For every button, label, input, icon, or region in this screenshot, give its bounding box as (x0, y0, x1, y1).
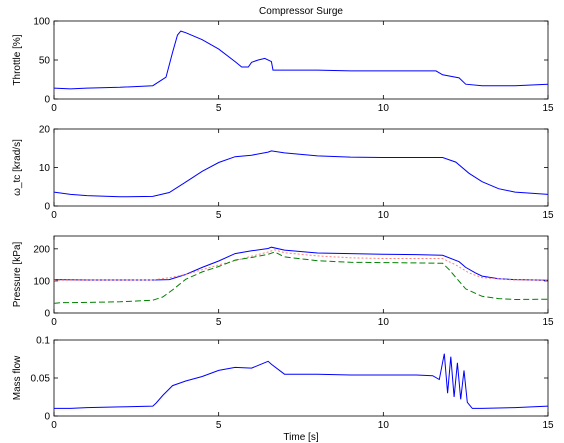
series-line-3 (54, 251, 548, 304)
y-tick-label: 0 (44, 309, 50, 320)
x-tick-label: 5 (216, 103, 222, 114)
x-tick-label: 5 (216, 317, 222, 328)
plot-area (53, 235, 549, 314)
y-tick-label: 10 (39, 163, 51, 174)
series-line-1 (54, 30, 548, 90)
mass-flow-y-axis-label: Mass flow (12, 355, 23, 400)
x-tick-label: 10 (378, 317, 390, 328)
x-tick-label: 15 (542, 420, 554, 431)
throttle-panel: 0 5 10 15 0 50 100 Throttle [%] (12, 17, 554, 115)
series-line-1 (54, 353, 548, 409)
x-tick-label: 0 (51, 210, 57, 221)
y-tick-label: 20 (39, 125, 51, 136)
y-tick-label: 50 (39, 56, 51, 67)
x-tick-label: 15 (542, 103, 554, 114)
y-tick-label: 0 (44, 202, 50, 213)
speed-y-axis-label: ω_tc [krad/s] (12, 139, 23, 196)
pressure-y-axis-label: Pressure [kPa] (12, 241, 23, 307)
x-tick-label: 10 (378, 210, 390, 221)
x-axis-label: Time [s] (283, 432, 318, 443)
y-tick-label: 100 (33, 17, 50, 28)
y-tick-label: 0 (44, 95, 50, 106)
y-tick-label: 0.1 (36, 336, 50, 347)
turbo-speed-panel: 0 5 10 15 0 10 20 ω_tc [krad/s] (12, 125, 554, 222)
x-tick-label: 0 (51, 317, 57, 328)
y-tick-label: 0 (44, 412, 50, 423)
x-tick-label: 10 (378, 103, 390, 114)
y-tick-label: 200 (33, 244, 50, 255)
pressure-panel: 0 5 10 15 0 100 200 Pressure [kPa] (12, 235, 554, 328)
series-line-1 (54, 150, 548, 198)
x-tick-label: 0 (51, 420, 57, 431)
throttle-y-axis-label: Throttle [%] (12, 34, 23, 85)
plot-area (53, 128, 549, 207)
x-tick-label: 15 (542, 317, 554, 328)
y-tick-label: 100 (33, 276, 50, 287)
mass-flow-panel: 0 5 10 15 0 0.05 0.1 Mass flow (12, 336, 554, 432)
plot-area (53, 20, 549, 100)
x-tick-label: 15 (542, 210, 554, 221)
y-tick-label: 0.05 (31, 374, 51, 385)
x-tick-label: 5 (216, 420, 222, 431)
series-line-1 (54, 246, 548, 281)
x-tick-label: 10 (378, 420, 390, 431)
x-tick-label: 5 (216, 210, 222, 221)
x-tick-label: 0 (51, 103, 57, 114)
plot-area (53, 339, 549, 417)
figure-title: Compressor Surge (259, 6, 343, 17)
series-line-2 (54, 249, 548, 281)
